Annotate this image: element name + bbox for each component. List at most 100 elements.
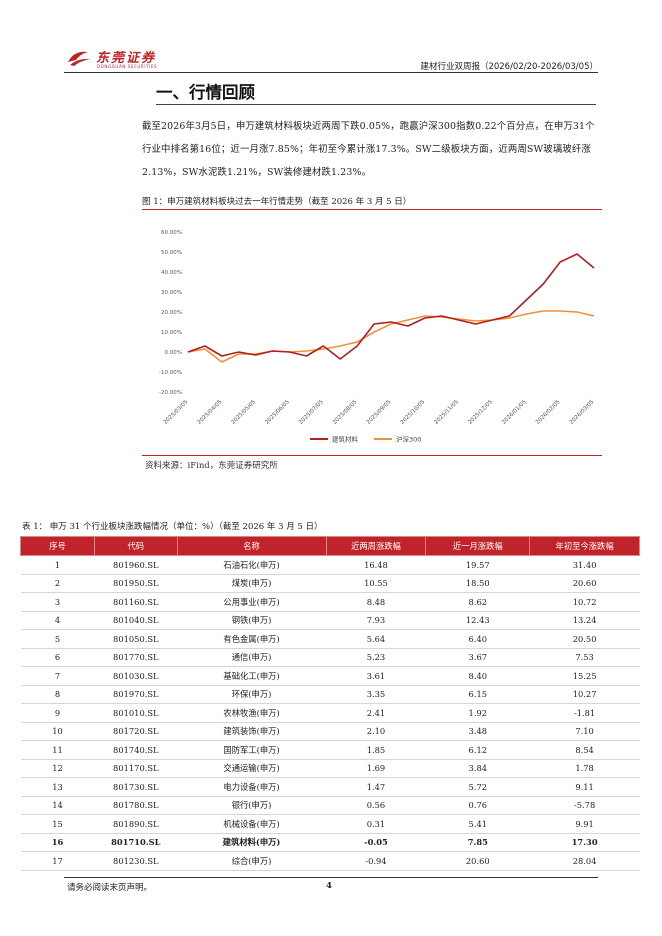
cell-name: 石油石化(申万) [177, 555, 327, 575]
cell-ytd: 20.50 [529, 629, 640, 649]
cell-code: 801950.SL [94, 574, 178, 593]
x-tick-label: 2026/03/05 [569, 399, 596, 426]
table-header-row: 序号 代码 名称 近两周涨跌幅 近一月涨跌幅 年初至今涨跌幅 [19, 536, 640, 556]
y-tick-label: 0.00% [165, 350, 182, 356]
cell-1month: 20.60 [425, 851, 530, 871]
cell-ytd: 1.78 [529, 759, 640, 778]
market-review-paragraph: 截至2026年3月5日，申万建筑材料板块近两周下跌0.05%，跑赢沪深300指数… [142, 121, 595, 178]
cell-1month: 6.40 [425, 629, 530, 649]
cell-name: 综合(申万) [177, 851, 327, 871]
cell-name: 钢铁(申万) [177, 611, 327, 630]
y-tick-label: 40.00% [161, 270, 182, 276]
cell-name: 煤炭(申万) [177, 574, 327, 593]
x-tick-label: 2025/06/05 [264, 399, 291, 426]
cell-2week: 1.69 [326, 759, 426, 778]
y-tick-label: -10.00% [159, 370, 182, 376]
table-row: 2 801950.SL 煤炭(申万) 10.55 18.50 20.60 [20, 574, 640, 593]
cell-index: 5 [20, 629, 95, 649]
footer-divider [64, 877, 598, 878]
table-row: 15 801890.SL 机械设备(申万) 0.31 5.41 9.91 [20, 814, 640, 834]
cell-ytd: 31.40 [529, 555, 640, 575]
cell-ytd: 7.53 [529, 648, 640, 667]
cell-2week: 3.35 [326, 685, 426, 704]
cell-index: 11 [20, 740, 95, 760]
table-row: 5 801050.SL 有色金属(申万) 5.64 6.40 20.50 [20, 629, 640, 649]
cell-index: 4 [20, 611, 95, 630]
cell-code: 801720.SL [94, 722, 178, 741]
section-divider [156, 104, 596, 105]
cell-1month: 19.57 [425, 555, 530, 575]
cell-code: 801230.SL [94, 851, 178, 871]
x-tick-label: 2025/08/05 [332, 399, 359, 426]
x-tick-label: 2025/04/05 [197, 399, 224, 426]
x-tick-label: 2025/11/05 [433, 399, 460, 426]
x-tick-label: 2026/02/05 [535, 399, 562, 426]
y-tick-label: 10.00% [161, 330, 182, 336]
cell-name: 通信(申万) [177, 648, 327, 667]
col-header-name: 名称 [176, 536, 327, 556]
table-caption: 表 1： 申万 31 个行业板块涨跌幅情况（单位：%）（截至 2026 年 3 … [22, 522, 323, 532]
page-header: 东莞证券 DONGGUAN SECURITIES 建材行业双周报（2026/02… [64, 44, 598, 74]
cell-2week: 10.55 [326, 574, 426, 593]
cell-ytd: 7.10 [529, 722, 640, 741]
cell-1month: 8.62 [425, 592, 530, 612]
cell-2week: 1.47 [326, 777, 426, 797]
x-tick-label: 2025/09/05 [366, 399, 393, 426]
col-header-index: 序号 [19, 536, 96, 556]
x-tick-label: 2025/10/05 [400, 399, 427, 426]
cell-ytd: 10.27 [529, 685, 640, 704]
cell-2week: 0.56 [326, 796, 426, 815]
cell-code: 801780.SL [94, 796, 178, 815]
cell-2week: 5.23 [326, 648, 426, 667]
cell-name: 国防军工(申万) [177, 740, 327, 760]
cell-ytd: 13.24 [529, 611, 640, 630]
cell-ytd: 20.60 [529, 574, 640, 593]
cell-index: 3 [20, 592, 95, 612]
cell-1month: 6.12 [425, 740, 530, 760]
logo-mark-icon [68, 51, 90, 66]
table-row: 17 801230.SL 综合(申万) -0.94 20.60 28.04 [20, 851, 640, 871]
cell-1month: 7.85 [425, 833, 530, 852]
cell-ytd: 15.25 [529, 666, 640, 686]
table-row: 16 801710.SL 建筑材料(申万) -0.05 7.85 17.30 [20, 833, 640, 852]
x-tick-label: 2025/03/05 [163, 399, 190, 426]
cell-code: 801710.SL [94, 833, 178, 852]
table-row: 14 801780.SL 银行(申万) 0.56 0.76 -5.78 [20, 796, 640, 815]
cell-name: 电力设备(申万) [177, 777, 327, 797]
x-tick-label: 2025/07/05 [298, 399, 325, 426]
report-title: 建材行业双周报（2026/02/20-2026/03/05） [420, 62, 598, 72]
company-logo: 东莞证券 DONGGUAN SECURITIES [64, 44, 194, 72]
table-row: 7 801030.SL 基础化工(申万) 3.61 8.40 15.25 [20, 666, 640, 686]
cell-2week: -0.94 [326, 851, 426, 871]
cell-code: 801040.SL [94, 611, 178, 630]
cell-index: 16 [20, 833, 95, 852]
cell-ytd: 10.72 [529, 592, 640, 612]
col-header-ytd: 年初至今涨跌幅 [529, 536, 640, 556]
disclaimer-note: 请务必阅读末页声明。 [67, 883, 153, 893]
cell-code: 801160.SL [94, 592, 178, 612]
cell-name: 公用事业(申万) [177, 592, 327, 612]
cell-index: 9 [20, 703, 95, 723]
cell-1month: 3.67 [425, 648, 530, 667]
figure-bottom-divider [142, 455, 602, 456]
cell-index: 8 [20, 685, 95, 704]
cell-ytd: 9.11 [529, 777, 640, 797]
cell-1month: 3.84 [425, 759, 530, 778]
cell-name: 银行(申万) [177, 796, 327, 815]
cell-name: 交通运输(申万) [177, 759, 327, 778]
cell-name: 建筑装饰(申万) [177, 722, 327, 741]
y-tick-label: 60.00% [161, 230, 182, 236]
y-tick-label: -20.00% [159, 390, 182, 396]
table-row: 12 801170.SL 交通运输(申万) 1.69 3.84 1.78 [20, 759, 640, 778]
cell-name: 有色金属(申万) [177, 629, 327, 649]
cell-1month: 5.72 [425, 777, 530, 797]
cell-index: 12 [20, 759, 95, 778]
cell-ytd: 8.54 [529, 740, 640, 760]
cell-1month: 6.15 [425, 685, 530, 704]
cell-ytd: 9.91 [529, 814, 640, 834]
cell-index: 17 [20, 851, 95, 871]
figure-top-divider [142, 209, 602, 210]
cell-1month: 8.40 [425, 666, 530, 686]
cell-ytd: -1.81 [529, 703, 640, 723]
table-row: 6 801770.SL 通信(申万) 5.23 3.67 7.53 [20, 648, 640, 667]
